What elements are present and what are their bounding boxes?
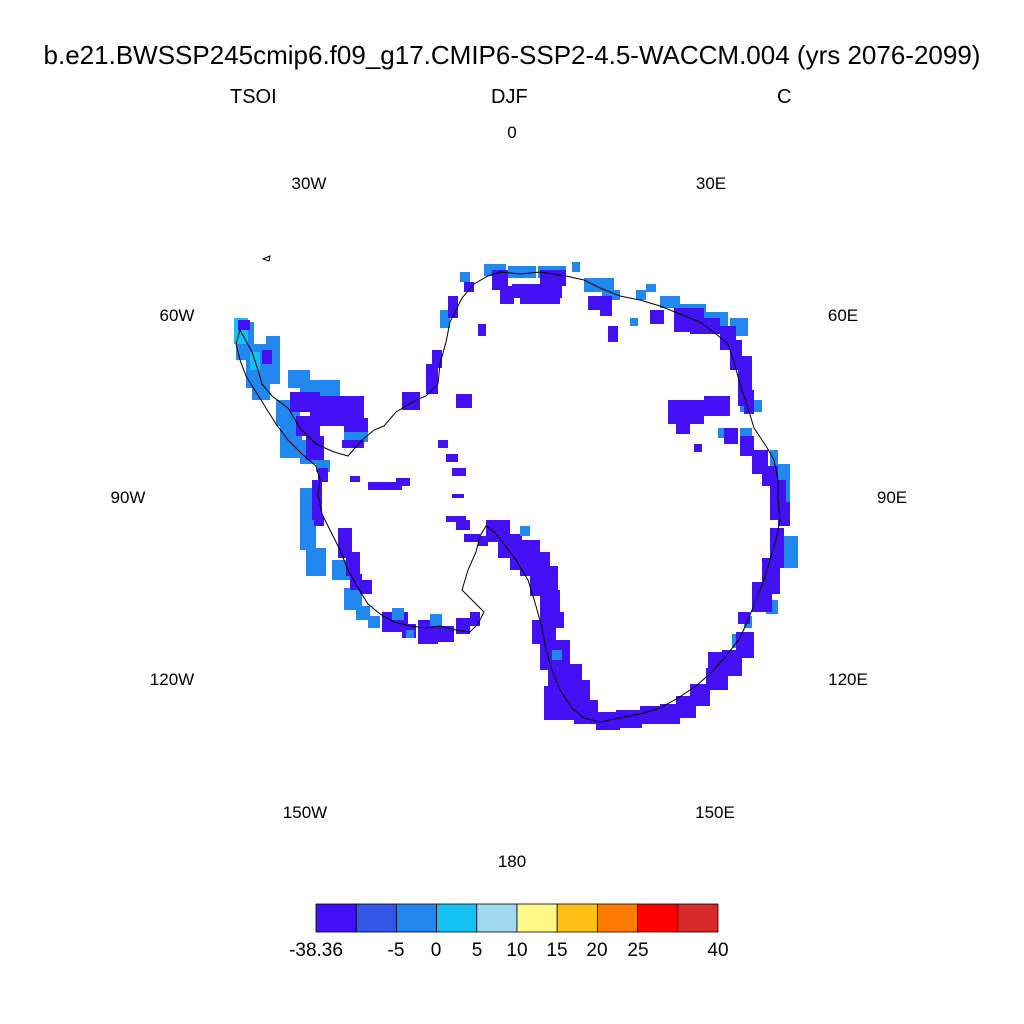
lon-label-90e: 90E: [876, 488, 908, 507]
lon-label-30e: 30E: [695, 174, 727, 193]
colorbar-swatch: [436, 903, 478, 933]
season-label: DJF: [491, 86, 528, 108]
colorbar-swatch: [556, 903, 598, 933]
units-label: C: [777, 86, 792, 108]
lon-label-150w: 150W: [282, 803, 328, 822]
coastline: [235, 271, 781, 723]
colorbar-swatch: [597, 903, 639, 933]
south-shetland-outline: [261, 255, 271, 262]
colorbar: [315, 903, 719, 933]
variable-label: TSOI: [230, 86, 277, 108]
plot-title: b.e21.BWSSP245cmip6.f09_g17.CMIP6-SSP2-4…: [43, 40, 981, 70]
colorbar-swatch: [476, 903, 518, 933]
lon-label-120e: 120E: [828, 670, 868, 689]
colorbar-tick-label: 20: [586, 940, 608, 961]
lon-label-0: 0: [507, 123, 517, 142]
colorbar-tick-label: 40: [707, 940, 729, 961]
lon-label-150e: 150E: [695, 803, 735, 822]
colorbar-swatch: [395, 903, 437, 933]
colorbar-tick-label: 25: [627, 940, 649, 961]
colorbar-swatch: [677, 903, 719, 933]
colorbar-tick-label: 0: [430, 940, 442, 961]
lon-label-60e: 60E: [827, 306, 859, 325]
colorbar-swatch: [637, 903, 679, 933]
lon-label-90w: 90W: [110, 488, 146, 507]
lon-label-180: 180: [497, 852, 527, 871]
colorbar-tick-label: -38.36: [289, 940, 343, 961]
soil-temperature-cells: [234, 262, 798, 730]
colorbar-tick-label: 5: [471, 940, 483, 961]
lon-label-120w: 120W: [149, 670, 195, 689]
colorbar-tick-label: 15: [546, 940, 568, 961]
colorbar-tick-label: -5: [387, 940, 405, 961]
colorbar-swatch: [315, 903, 357, 933]
lon-label-60w: 60W: [159, 306, 195, 325]
lon-label-30w: 30W: [291, 174, 327, 193]
colorbar-swatch: [355, 903, 397, 933]
colorbar-swatch: [516, 903, 558, 933]
colorbar-tick-label: 10: [506, 940, 528, 961]
